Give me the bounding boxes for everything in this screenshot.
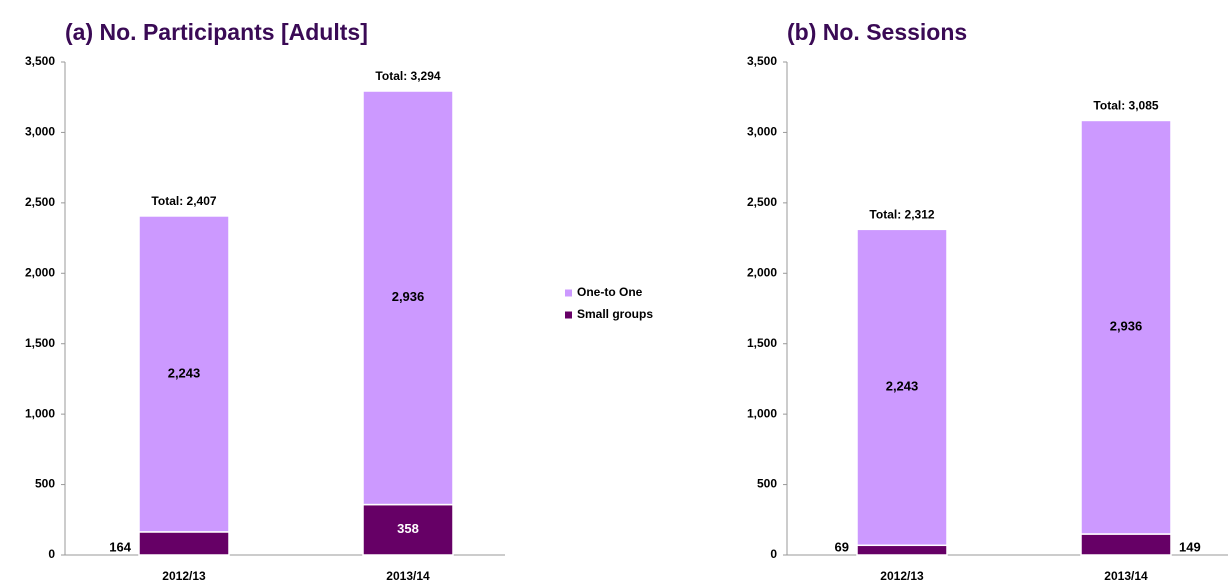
y-tick-label: 2,000 (747, 265, 777, 279)
chart-title: (b) No. Sessions (787, 19, 967, 45)
value-label: 149 (1179, 539, 1201, 554)
value-label: 2,936 (1110, 319, 1143, 334)
x-tick-label: 2012/13 (880, 569, 924, 583)
y-tick-label: 500 (35, 477, 55, 491)
bar-segment (1080, 119, 1172, 535)
y-tick-label: 1,500 (25, 336, 55, 350)
y-tick-label: 1,500 (747, 336, 777, 350)
bar-segment (856, 544, 948, 556)
bar-segment (138, 215, 230, 533)
y-tick-label: 2,500 (25, 195, 55, 209)
bar-segment (138, 531, 230, 556)
bar-segment (362, 90, 454, 506)
value-label: 69 (835, 539, 849, 554)
value-label: 2,936 (392, 289, 425, 304)
y-tick-label: 1,000 (25, 406, 55, 420)
total-label: Total: 3,294 (375, 69, 440, 83)
value-label: 2,243 (886, 379, 919, 394)
chart-title: (a) No. Participants [Adults] (65, 19, 368, 45)
total-label: Total: 2,407 (151, 194, 216, 208)
total-label: Total: 2,312 (869, 208, 934, 222)
y-tick-label: 3,000 (25, 125, 55, 139)
x-tick-label: 2012/13 (162, 569, 206, 583)
legend-swatch (565, 289, 572, 297)
legend-swatch (565, 311, 572, 319)
legend-label: Small groups (577, 307, 653, 321)
value-label: 358 (397, 521, 419, 536)
total-label: Total: 3,085 (1093, 99, 1158, 113)
y-tick-label: 3,500 (25, 54, 55, 68)
y-tick-label: 2,500 (747, 195, 777, 209)
bar-segment (856, 228, 948, 547)
y-tick-label: 3,500 (747, 54, 777, 68)
y-tick-label: 500 (757, 477, 777, 491)
y-tick-label: 3,000 (747, 125, 777, 139)
value-label: 2,243 (168, 365, 201, 380)
y-tick-label: 0 (770, 547, 777, 561)
value-label: 164 (109, 539, 131, 554)
y-tick-label: 1,000 (747, 406, 777, 420)
x-tick-label: 2013/14 (1104, 569, 1148, 583)
y-tick-label: 0 (48, 547, 55, 561)
y-tick-label: 2,000 (25, 265, 55, 279)
bar-segment (1080, 533, 1172, 556)
legend-label: One-to One (577, 285, 643, 299)
x-tick-label: 2013/14 (386, 569, 430, 583)
